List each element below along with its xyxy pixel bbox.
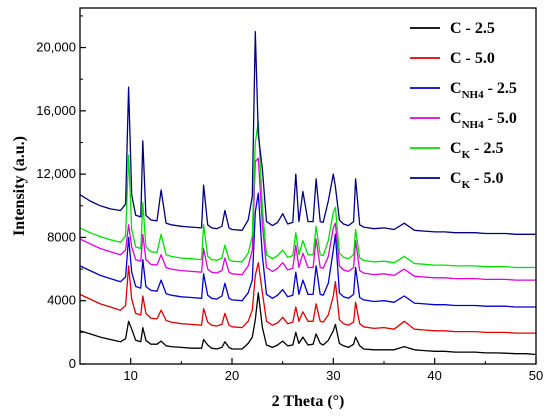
x-tick-label: 40	[427, 368, 441, 383]
series-layer	[79, 31, 537, 356]
series-line-6	[79, 31, 536, 235]
legend-label-6: CK - 5.0	[450, 170, 503, 191]
legend-label-5: CK - 2.5	[450, 140, 503, 161]
y-tick-label: 4000	[47, 293, 76, 308]
legend: C - 2.5 C - 5.0 CNH4 - 2.5 CNH4 - 5.0 CK - 2…	[410, 20, 517, 191]
x-tick-label: 30	[326, 368, 340, 383]
y-tick-label: 8000	[47, 229, 76, 244]
y-tick-label: 20,000	[36, 40, 76, 55]
series-line-3	[79, 192, 536, 308]
legend-label-1: C - 2.5	[450, 20, 495, 37]
series-line-5	[79, 121, 536, 269]
x-tick-label: 10	[123, 368, 137, 383]
tick-layer: 10 20 30 40 50 0 4000 8000 12,000 16,000 20,000	[36, 15, 543, 383]
series-line-2	[79, 262, 536, 334]
y-tick-label: 0	[69, 356, 76, 371]
y-tick-label: 16,000	[36, 103, 76, 118]
legend-label-2: C - 5.0	[450, 50, 495, 67]
x-tick-label: 20	[225, 368, 239, 383]
x-tick-label: 50	[529, 368, 543, 383]
series-line-4	[79, 157, 536, 281]
legend-label-4: CNH4 - 5.0	[450, 110, 517, 131]
y-axis-title: Intensity (a.u.)	[11, 136, 28, 236]
legend-label-3: CNH4 - 2.5	[450, 80, 517, 101]
plot-frame	[79, 7, 537, 365]
series-line-1	[79, 292, 537, 356]
y-tick-label: 12,000	[36, 166, 76, 181]
x-axis-title: 2 Theta (°)	[272, 393, 345, 410]
